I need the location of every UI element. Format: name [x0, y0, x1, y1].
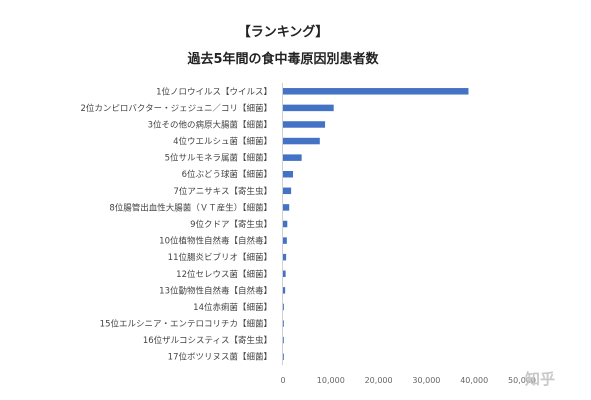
x-tick-label: 40,000 — [460, 376, 488, 385]
category-label: 9位クドア【寄生虫】 — [190, 219, 272, 230]
bar — [283, 88, 469, 95]
category-labels: 1位ノロウイルス【ウイルス】 2位カンピロバクター・ジェジュニ／コリ【細菌】 3位そ… — [81, 86, 272, 362]
bar — [283, 320, 284, 327]
category-label: 15位エルシニア・エンテロコリチカ【細菌】 — [100, 319, 272, 330]
bar — [283, 237, 287, 244]
x-tick-labels: 0 10,000 20,000 30,000 40,000 50,000 — [280, 376, 536, 385]
bar — [283, 220, 288, 228]
bar — [283, 187, 292, 195]
bar — [283, 154, 302, 161]
category-label: 2位カンピロバクター・ジェジュニ／コリ【細菌】 — [81, 103, 272, 114]
chart-title: 【ランキング】 — [238, 24, 329, 40]
bar — [283, 303, 284, 311]
category-label: 14位赤痢菌【細菌】 — [193, 302, 272, 313]
category-label: 4位ウエルシュ菌【細菌】 — [173, 136, 272, 147]
category-label: 5位サルモネラ属菌【細菌】 — [165, 153, 272, 164]
bar — [283, 270, 286, 278]
bar — [283, 287, 286, 294]
bar — [283, 104, 334, 112]
bar — [283, 253, 287, 261]
watermark-text: 知乎 — [525, 370, 555, 388]
category-label: 16位ザルコシスティス【寄生虫】 — [143, 335, 272, 346]
bar — [283, 353, 284, 360]
category-label: 3位その他の病原大腸菌【細菌】 — [148, 119, 272, 130]
x-tick-label: 10,000 — [317, 376, 345, 385]
category-label: 6位ぶどう球菌【細菌】 — [182, 169, 272, 180]
chart-subtitle: 過去5年間の食中毒原因別患者数 — [186, 51, 379, 67]
category-label: 7位アニサキス【寄生虫】 — [174, 186, 272, 197]
bars-group — [283, 88, 469, 360]
bar — [283, 170, 294, 178]
x-tick-label: 50,000 — [508, 376, 536, 385]
category-label: 8位腸管出血性大腸菌（ＶＴ産生）【細菌】 — [109, 202, 272, 213]
category-label: 13位動物性自然毒【自然毒】 — [159, 285, 272, 296]
x-tick-label: 30,000 — [412, 376, 440, 385]
bar — [283, 204, 290, 211]
category-label: 1位ノロウイルス【ウイルス】 — [156, 86, 272, 97]
bar — [283, 137, 320, 145]
category-label: 12位セレウス菌【細菌】 — [176, 269, 272, 280]
category-label: 11位腸炎ビブリオ【細菌】 — [168, 252, 272, 263]
category-label: 17位ボツリヌス菌【細菌】 — [168, 352, 272, 363]
x-tick-label: 20,000 — [365, 376, 393, 385]
bar — [283, 121, 326, 128]
category-label: 10位植物性自然毒【自然毒】 — [159, 236, 272, 247]
x-tick-label: 0 — [280, 376, 285, 385]
bar — [283, 336, 284, 344]
